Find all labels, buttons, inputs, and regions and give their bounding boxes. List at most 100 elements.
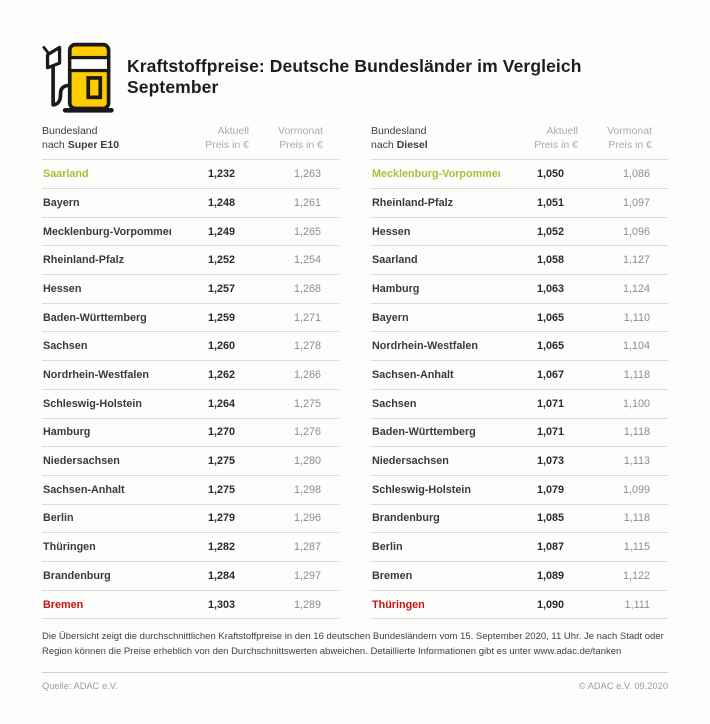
current-price: 1,264 bbox=[207, 397, 235, 410]
column-header-previous: Vormonat Preis in € bbox=[278, 125, 323, 152]
previous-price: 1,124 bbox=[622, 282, 650, 295]
state-name: Bremen bbox=[43, 598, 84, 611]
state-header-line1: Bundesland bbox=[371, 125, 427, 137]
previous-price: 1,099 bbox=[622, 483, 650, 496]
current-price: 1,303 bbox=[207, 598, 235, 611]
previous-price: 1,287 bbox=[293, 541, 321, 554]
current-price: 1,071 bbox=[536, 426, 564, 439]
column-header-previous: Vormonat Preis in € bbox=[607, 125, 652, 152]
table-row: Schleswig-Holstein 1,264 1,275 bbox=[42, 388, 339, 418]
state-name: Mecklenburg-Vorpommern bbox=[372, 168, 500, 181]
state-name: Sachsen-Anhalt bbox=[372, 369, 454, 381]
price-table-super-e10: Bundesland nach Super E10 Aktuell Preis … bbox=[42, 120, 339, 620]
previous-price: 1,297 bbox=[293, 569, 321, 582]
column-header-current: Aktuell Preis in € bbox=[205, 125, 249, 152]
state-name: Sachsen bbox=[43, 340, 88, 353]
state-name: Bayern bbox=[372, 311, 409, 324]
state-name: Baden-Württemberg bbox=[372, 426, 476, 439]
table-row: Brandenburg 1,085 1,118 bbox=[371, 503, 668, 533]
table-row: Thüringen 1,282 1,287 bbox=[42, 532, 339, 561]
current-price: 1,087 bbox=[536, 541, 564, 554]
current-price: 1,073 bbox=[536, 455, 564, 468]
state-name: Mecklenburg-Vorpommern bbox=[43, 225, 171, 238]
state-name: Sachsen bbox=[372, 397, 417, 410]
state-header-prefix: nach bbox=[371, 139, 394, 152]
table-header: Bundesland nach Diesel Aktuell Preis in … bbox=[371, 120, 668, 159]
table-body: Mecklenburg-Vorpommern 1,050 1,086 Rheinlan… bbox=[371, 159, 668, 620]
previous-price: 1,086 bbox=[622, 168, 650, 181]
current-price: 1,262 bbox=[207, 369, 235, 381]
state-name: Hessen bbox=[43, 282, 82, 295]
table-row: Nordrhein-Westfalen 1,262 1,266 bbox=[42, 360, 339, 389]
state-name: Hessen bbox=[372, 225, 411, 238]
current-price: 1,051 bbox=[536, 196, 564, 209]
table-row: Schleswig-Holstein 1,079 1,099 bbox=[371, 474, 668, 504]
state-name: Nordrhein-Westfalen bbox=[372, 340, 478, 353]
state-name: Rheinland-Pfalz bbox=[372, 196, 453, 209]
previous-price: 1,265 bbox=[293, 225, 321, 238]
state-header-line1: Bundesland bbox=[42, 125, 98, 137]
table-row: Hamburg 1,270 1,276 bbox=[42, 417, 339, 447]
current-price: 1,260 bbox=[207, 340, 235, 353]
fuel-pump-icon bbox=[42, 42, 114, 113]
previous-price: 1,289 bbox=[293, 598, 321, 611]
previous-price: 1,118 bbox=[623, 512, 650, 525]
column-header-state: Bundesland nach Super E10 bbox=[42, 124, 171, 152]
current-price: 1,282 bbox=[207, 541, 235, 554]
current-price: 1,089 bbox=[536, 569, 564, 582]
state-name: Rheinland-Pfalz bbox=[43, 254, 124, 267]
state-header-prefix: nach bbox=[42, 139, 65, 152]
previous-price: 1,097 bbox=[622, 196, 650, 209]
table-row: Rheinland-Pfalz 1,051 1,097 bbox=[371, 188, 668, 217]
previous-price: 1,122 bbox=[622, 569, 650, 582]
previous-price: 1,271 bbox=[293, 311, 321, 324]
current-price: 1,232 bbox=[207, 168, 235, 181]
state-name: Thüringen bbox=[43, 541, 96, 554]
fuel-type-label: Diesel bbox=[396, 139, 428, 152]
current-price: 1,257 bbox=[207, 282, 235, 295]
current-price: 1,063 bbox=[536, 282, 564, 295]
state-name: Saarland bbox=[43, 168, 89, 181]
table-header: Bundesland nach Super E10 Aktuell Preis … bbox=[42, 120, 339, 159]
state-name: Hamburg bbox=[372, 282, 420, 295]
table-row: Bayern 1,065 1,110 bbox=[371, 302, 668, 332]
previous-price: 1,127 bbox=[622, 254, 650, 267]
current-price: 1,270 bbox=[207, 426, 235, 439]
state-name: Thüringen bbox=[372, 598, 425, 611]
state-name: Sachsen-Anhalt bbox=[43, 483, 125, 496]
current-price: 1,275 bbox=[207, 455, 235, 468]
current-price: 1,249 bbox=[207, 225, 235, 238]
footer: Quelle: ADAC e.V. © ADAC e.V. 09.2020 bbox=[42, 673, 668, 691]
previous-price: 1,298 bbox=[293, 483, 321, 496]
header: Kraftstoffpreise: Deutsche Bundesländer … bbox=[42, 36, 668, 118]
previous-price: 1,110 bbox=[623, 311, 650, 324]
previous-price: 1,254 bbox=[293, 254, 321, 267]
current-price: 1,065 bbox=[536, 340, 564, 353]
table-row: Sachsen 1,071 1,100 bbox=[371, 388, 668, 418]
current-price: 1,071 bbox=[536, 397, 564, 410]
table-row: Nordrhein-Westfalen 1,065 1,104 bbox=[371, 331, 668, 360]
current-price: 1,248 bbox=[207, 196, 235, 209]
state-name: Nordrhein-Westfalen bbox=[43, 369, 149, 381]
copyright-label: © ADAC e.V. 09.2020 bbox=[578, 680, 668, 691]
price-table-diesel: Bundesland nach Diesel Aktuell Preis in … bbox=[371, 120, 668, 620]
previous-price: 1,111 bbox=[624, 598, 650, 611]
state-name: Brandenburg bbox=[43, 569, 111, 582]
fuel-type-label: Super E10 bbox=[67, 139, 120, 152]
previous-price: 1,280 bbox=[293, 455, 321, 468]
table-row: Baden-Württemberg 1,259 1,271 bbox=[42, 302, 339, 332]
tables-container: Bundesland nach Super E10 Aktuell Preis … bbox=[42, 120, 668, 620]
current-price: 1,259 bbox=[207, 311, 235, 324]
current-price: 1,050 bbox=[536, 168, 564, 181]
previous-price: 1,104 bbox=[622, 340, 650, 353]
previous-price: 1,113 bbox=[623, 455, 650, 468]
table-row: Hessen 1,052 1,096 bbox=[371, 216, 668, 246]
table-row: Saarland 1,232 1,263 bbox=[42, 159, 339, 188]
table-body: Saarland 1,232 1,263 Bayern 1,248 1,261 Meckle… bbox=[42, 159, 339, 620]
table-row: Sachsen 1,260 1,278 bbox=[42, 331, 339, 360]
current-price: 1,284 bbox=[207, 569, 235, 582]
footer-divider bbox=[42, 671, 668, 673]
current-price: 1,090 bbox=[536, 598, 564, 611]
table-row: Niedersachsen 1,073 1,113 bbox=[371, 446, 668, 475]
state-name: Berlin bbox=[372, 541, 403, 554]
